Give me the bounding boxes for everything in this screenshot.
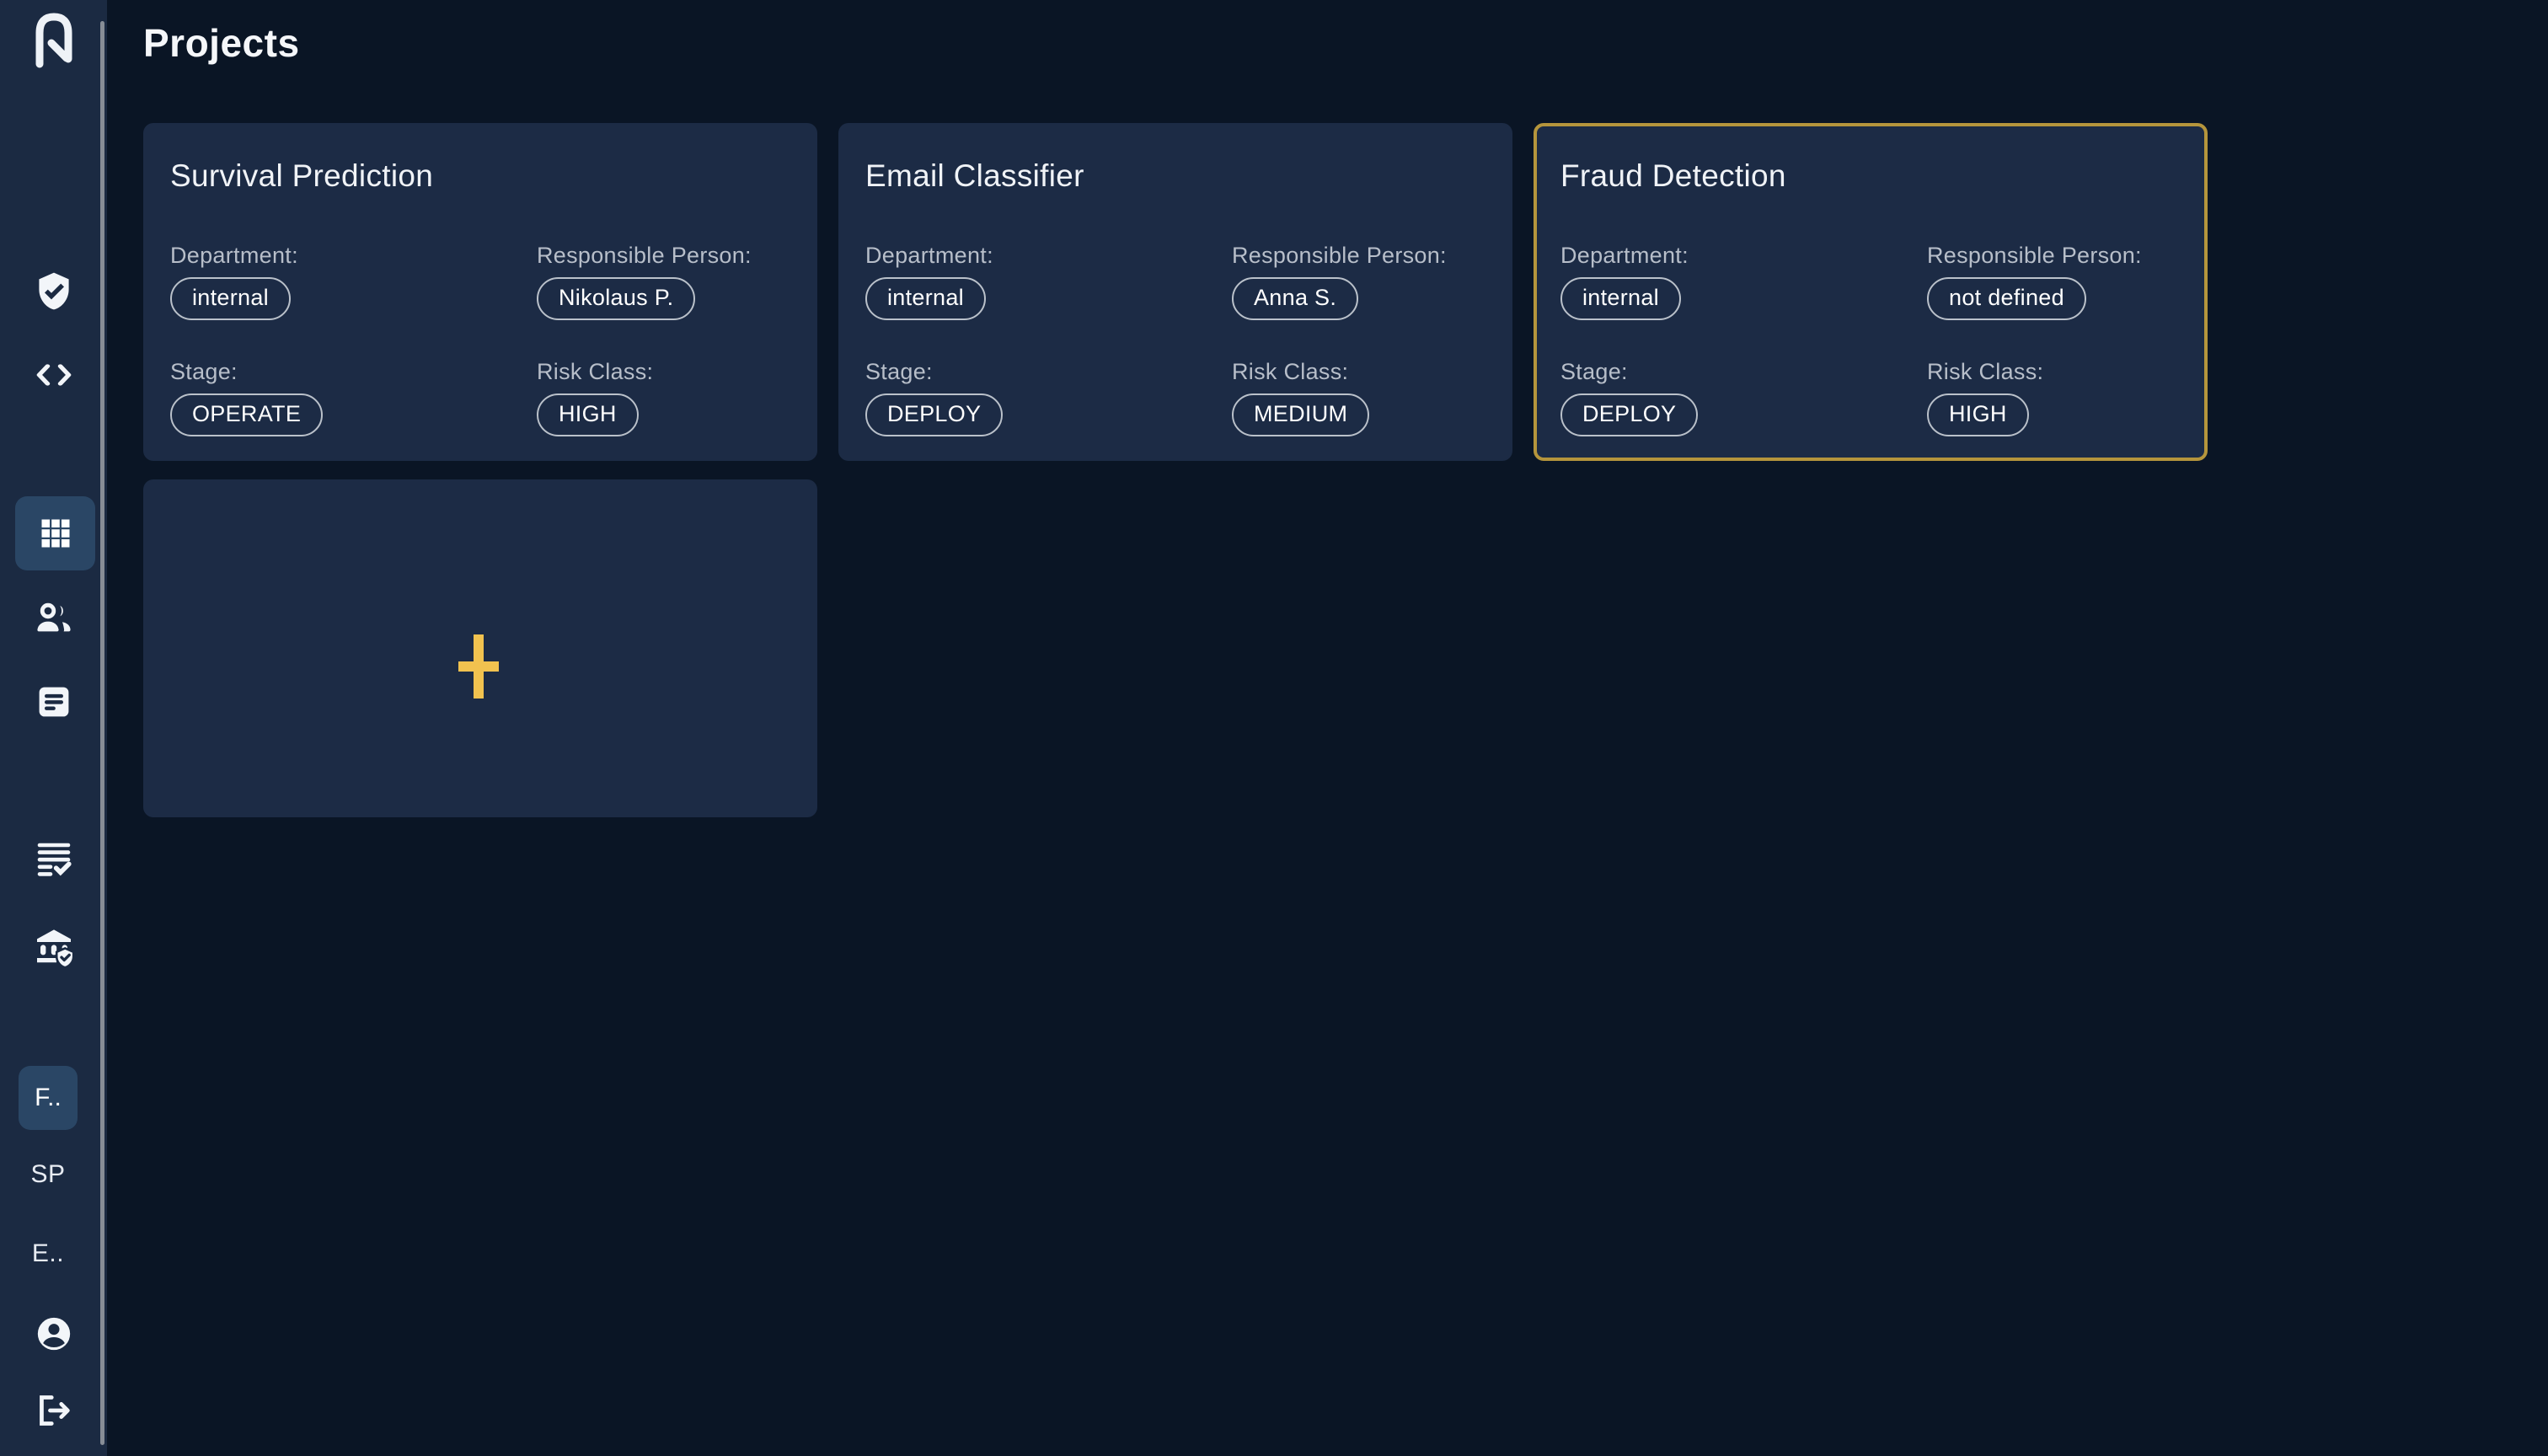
sidebar-item-governance[interactable]	[0, 923, 107, 967]
checklist-check-icon	[37, 843, 72, 876]
code-icon	[36, 364, 71, 386]
shortcut-label: F..	[35, 1084, 62, 1111]
add-project-card[interactable]	[143, 479, 817, 817]
field-label: Risk Class:	[1927, 359, 2044, 384]
department-chip: internal	[170, 277, 291, 320]
project-card-survival-prediction[interactable]: Survival Prediction Department: internal…	[143, 123, 817, 461]
department-chip: internal	[1560, 277, 1681, 320]
field-label: Responsible Person:	[1927, 243, 2142, 268]
project-card-fraud-detection[interactable]: Fraud Detection Department: internal Res…	[1534, 123, 2208, 461]
field-risk-class: Risk Class: HIGH	[1927, 359, 2177, 436]
sidebar-item-projects-selected[interactable]	[15, 496, 95, 570]
stage-chip: OPERATE	[170, 393, 324, 436]
sidebar-shortcut-fraud-detection[interactable]: F..	[19, 1066, 78, 1130]
field-label: Risk Class:	[537, 359, 654, 384]
field-label: Responsible Person:	[537, 243, 752, 268]
sidebar-item-compliance[interactable]	[0, 270, 107, 313]
project-fields: Department: internal Responsible Person:…	[1560, 243, 2177, 436]
brand-logo[interactable]	[0, 12, 107, 69]
sidebar-item-account[interactable]	[0, 1314, 107, 1353]
field-label: Risk Class:	[1232, 359, 1349, 384]
page-title: Projects	[143, 21, 300, 65]
sidebar-item-assessments[interactable]	[0, 838, 107, 881]
field-label: Department:	[865, 243, 993, 268]
responsible-person-chip: Anna S.	[1232, 277, 1359, 320]
field-label: Department:	[170, 243, 298, 268]
risk-class-chip: HIGH	[1927, 393, 2029, 436]
field-risk-class: Risk Class: MEDIUM	[1232, 359, 1482, 436]
sidebar-item-code[interactable]	[0, 357, 107, 393]
field-label: Stage:	[1560, 359, 1628, 384]
field-responsible-person: Responsible Person: Anna S.	[1232, 243, 1482, 320]
field-stage: Stage: DEPLOY	[865, 359, 1232, 436]
field-stage: Stage: OPERATE	[170, 359, 537, 436]
field-risk-class: Risk Class: HIGH	[537, 359, 787, 436]
project-title: Survival Prediction	[170, 158, 434, 193]
project-fields: Department: internal Responsible Person:…	[170, 243, 787, 436]
risk-class-chip: HIGH	[537, 393, 639, 436]
project-title: Fraud Detection	[1560, 158, 1786, 193]
field-responsible-person: Responsible Person: not defined	[1927, 243, 2177, 320]
field-department: Department: internal	[865, 243, 1232, 320]
field-stage: Stage: DEPLOY	[1560, 359, 1927, 436]
field-label: Department:	[1560, 243, 1689, 268]
field-label: Responsible Person:	[1232, 243, 1447, 268]
sidebar-item-documentation[interactable]	[0, 682, 107, 721]
department-chip: internal	[865, 277, 986, 320]
document-lines-icon	[39, 687, 68, 717]
main-content: Projects Survival Prediction Department:…	[107, 0, 2548, 1456]
plus-icon	[458, 634, 499, 699]
sidebar-shortcut-survival-prediction[interactable]: SP	[0, 1159, 96, 1190]
project-card-email-classifier[interactable]: Email Classifier Department: internal Re…	[838, 123, 1512, 461]
sidebar-shortcut-email-classifier[interactable]: E..	[0, 1239, 96, 1269]
sidebar-item-logout[interactable]	[0, 1392, 107, 1429]
field-department: Department: internal	[1560, 243, 1927, 320]
responsible-person-chip: not defined	[1927, 277, 2086, 320]
project-title: Email Classifier	[865, 158, 1084, 193]
shortcut-label: E..	[31, 1239, 65, 1267]
field-label: Stage:	[865, 359, 933, 384]
people-group-icon	[36, 602, 71, 632]
field-department: Department: internal	[170, 243, 537, 320]
stage-chip: DEPLOY	[1560, 393, 1699, 436]
projects-grid: Survival Prediction Department: internal…	[143, 123, 2208, 817]
logout-icon	[39, 1395, 70, 1426]
shortcut-label: SP	[30, 1160, 66, 1188]
brand-logo-icon	[35, 13, 72, 68]
sidebar-item-users[interactable]	[0, 598, 107, 637]
shield-check-icon	[38, 272, 69, 310]
risk-class-chip: MEDIUM	[1232, 393, 1370, 436]
bank-check-icon	[36, 929, 74, 966]
stage-chip: DEPLOY	[865, 393, 1004, 436]
sidebar-scrollbar[interactable]	[100, 21, 104, 1445]
grid-apps-icon	[41, 519, 69, 548]
account-circle-icon	[37, 1317, 70, 1351]
project-fields: Department: internal Responsible Person:…	[865, 243, 1482, 436]
responsible-person-chip: Nikolaus P.	[537, 277, 696, 320]
field-responsible-person: Responsible Person: Nikolaus P.	[537, 243, 787, 320]
field-label: Stage:	[170, 359, 238, 384]
sidebar: F.. SP E..	[0, 0, 107, 1456]
